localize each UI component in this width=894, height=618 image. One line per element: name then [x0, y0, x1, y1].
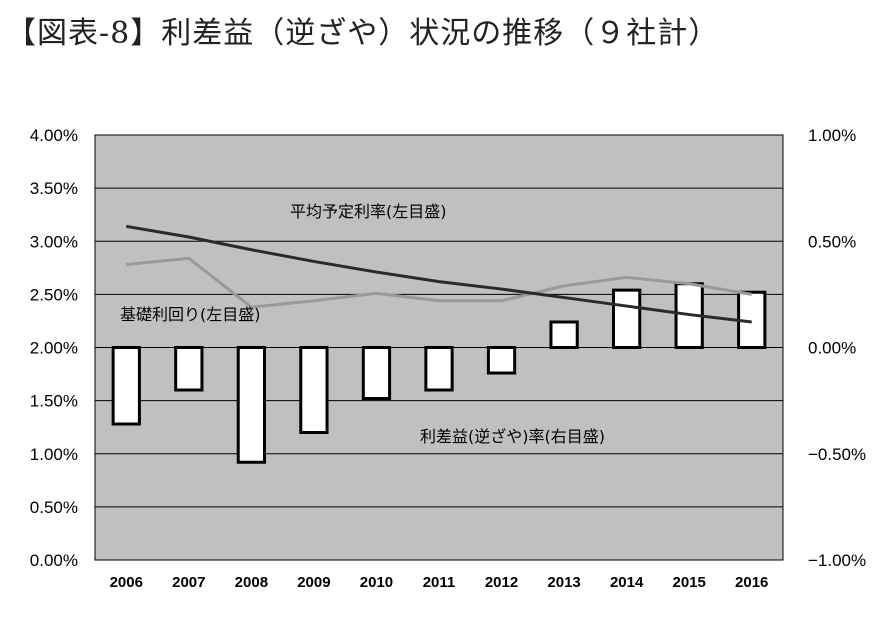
x-tick-label: 2010: [360, 574, 393, 591]
bar: [236, 346, 266, 464]
x-tick-label: 2014: [610, 574, 644, 591]
x-tick-label: 2008: [235, 574, 268, 591]
x-tick-label: 2007: [172, 574, 205, 591]
x-tick-label: 2006: [110, 574, 143, 591]
left-axis-ticks: 0.00% 0.50% 1.00% 1.50% 2.00% 2.50% 3.00% 3.50%…: [30, 126, 78, 570]
series-label: 利差益(逆ざや)率(右目盛): [420, 427, 605, 446]
bar: [299, 346, 329, 434]
x-tick-label: 2012: [485, 574, 518, 591]
x-axis-ticks: 2006 2007 2008 2009 2010 2011 2012 2013 2014 2015…: [110, 574, 769, 591]
right-axis-ticks: −1.00% −0.50% 0.00% 0.50% 1.00%: [808, 126, 866, 570]
bar: [111, 346, 141, 426]
left-tick-label: 0.50%: [30, 498, 78, 517]
bar: [424, 346, 454, 392]
left-tick-label: 3.50%: [30, 179, 78, 198]
series-line: [126, 256, 752, 309]
bar-series: [111, 282, 767, 464]
chart-title: 【図表-8】利差益（逆ざや）状況の推移（９社計）: [6, 16, 720, 51]
series-line: [126, 224, 752, 324]
right-tick-label: −1.00%: [808, 551, 866, 570]
left-tick-label: 2.00%: [30, 339, 78, 358]
x-tick-label: 2013: [547, 574, 580, 591]
bar: [612, 288, 642, 349]
right-tick-label: −0.50%: [808, 445, 866, 464]
bar: [549, 320, 579, 349]
line-series: [126, 224, 752, 324]
x-tick-label: 2009: [297, 574, 330, 591]
right-tick-label: 0.00%: [808, 339, 856, 358]
series-labels: 平均予定利率(左目盛) 基礎利回り(左目盛) 利差益(逆ざや)率(右目盛): [120, 202, 605, 446]
bar: [361, 346, 392, 400]
left-tick-label: 1.00%: [30, 445, 78, 464]
bar: [174, 346, 204, 392]
x-tick-label: 2011: [423, 574, 456, 591]
series-label: 基礎利回り(左目盛): [120, 305, 261, 324]
bar: [486, 346, 517, 375]
left-tick-label: 3.00%: [30, 232, 78, 251]
left-tick-label: 0.00%: [30, 551, 78, 570]
x-tick-label: 2015: [672, 574, 705, 591]
right-tick-label: 1.00%: [808, 126, 856, 145]
left-tick-label: 4.00%: [30, 126, 78, 145]
left-tick-label: 1.50%: [30, 392, 78, 411]
right-tick-label: 0.50%: [808, 232, 856, 251]
series-label: 平均予定利率(左目盛): [290, 202, 447, 221]
left-tick-label: 2.50%: [30, 285, 78, 304]
x-tick-label: 2016: [735, 574, 768, 591]
